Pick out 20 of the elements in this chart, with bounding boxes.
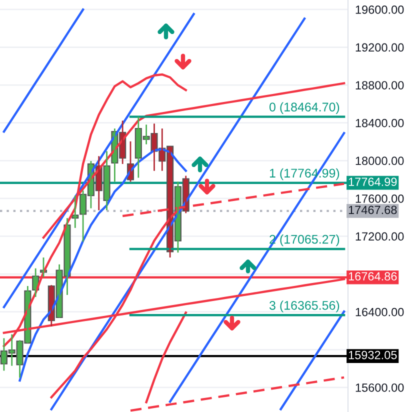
ref-line-label: 15932.05 bbox=[348, 350, 397, 360]
y-tick-label: 18400.00 bbox=[356, 118, 404, 128]
ref-line-label: 17467.68 bbox=[348, 206, 397, 214]
line-series bbox=[168, 132, 346, 403]
series-label: 3 (16365.56) bbox=[269, 300, 340, 312]
ref-line-label: 17764.99 bbox=[348, 178, 397, 186]
y-tick-label: 17600.00 bbox=[356, 194, 404, 203]
ref-line-label: 16764.86 bbox=[348, 272, 397, 281]
y-tick-label: 19200.00 bbox=[356, 43, 404, 52]
y-tick-label: 19600.00 bbox=[356, 5, 404, 14]
y-tick-label: 16400.00 bbox=[356, 308, 404, 316]
y-tick-label: 15600.00 bbox=[356, 383, 404, 392]
line-series bbox=[145, 311, 187, 404]
series-label: 0 (18464.70) bbox=[269, 102, 340, 114]
line-series bbox=[2, 12, 195, 308]
y-tick-label: 18000.00 bbox=[356, 156, 404, 166]
y-tick-label: 17200.00 bbox=[356, 232, 404, 241]
line-series bbox=[129, 376, 346, 412]
line-series bbox=[2, 8, 84, 133]
y-tick-label: 18800.00 bbox=[356, 81, 404, 90]
